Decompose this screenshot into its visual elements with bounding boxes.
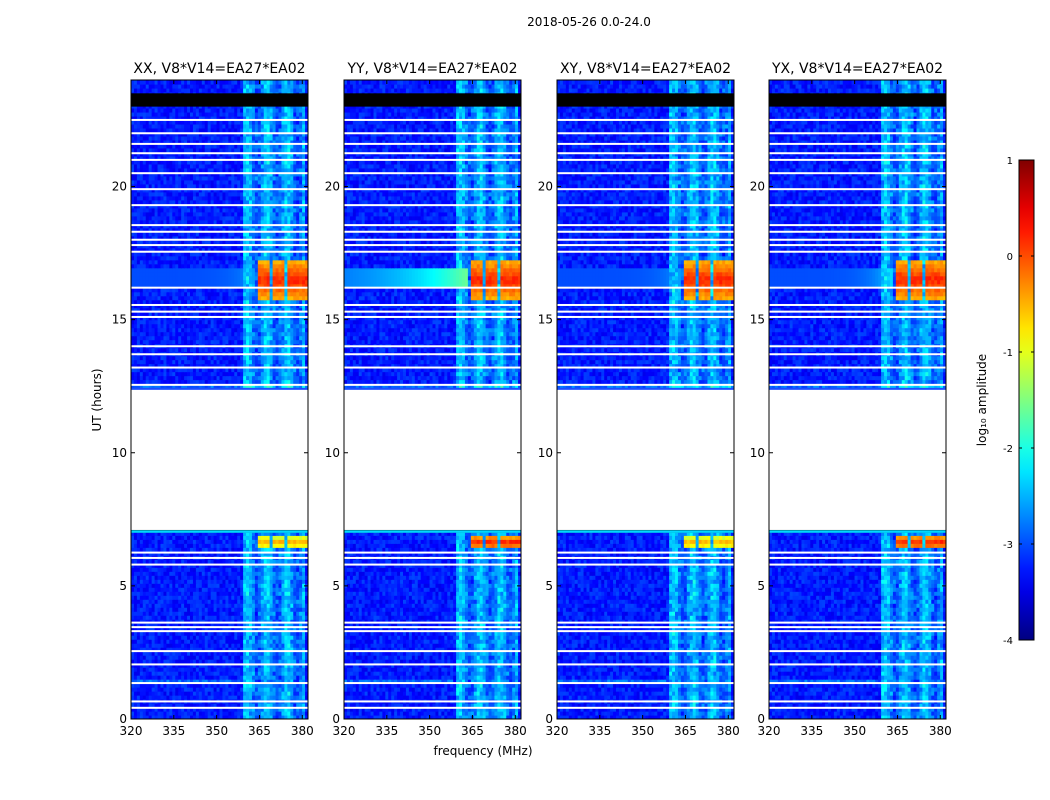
x-tick-label: 320: [546, 724, 569, 738]
x-tick-label: 350: [631, 724, 654, 738]
panel-3: XY, V8*V14=EA27*EA02 320 335 350 365 380 0 5 10 1…: [538, 61, 740, 738]
spectrogram-1: [131, 80, 308, 719]
x-tick-label: 350: [843, 724, 866, 738]
spectrogram-3: [557, 80, 734, 719]
panel-title: XX, V8*V14=EA27*EA02: [133, 61, 305, 77]
panel-title: YY, V8*V14=EA27*EA02: [346, 61, 517, 77]
colorbar-label: log₁₀ amplitude: [975, 354, 989, 446]
y-tick-label: 0: [757, 712, 765, 726]
x-tick-label: 380: [929, 724, 952, 738]
y-tick-label: 5: [757, 579, 765, 593]
spectrogram-4: [769, 80, 946, 719]
spectrogram-2: [344, 80, 521, 719]
x-tick-label: 365: [886, 724, 909, 738]
panel-4: YX, V8*V14=EA27*EA02 320 335 350 365 380 0 5 10 1…: [750, 61, 952, 738]
x-tick-label: 350: [205, 724, 228, 738]
x-tick-label: 365: [248, 724, 271, 738]
panel-2: YY, V8*V14=EA27*EA02 320 335 350 365 380 0 5 10 1…: [325, 61, 527, 738]
y-tick-label: 15: [750, 313, 765, 327]
x-tick-label: 335: [588, 724, 611, 738]
x-tick-label: 335: [800, 724, 823, 738]
y-tick-label: 10: [112, 446, 127, 460]
x-tick-label: 335: [162, 724, 185, 738]
x-tick-label: 350: [418, 724, 441, 738]
panel-frame: [768, 79, 947, 720]
y-tick-label: 20: [112, 180, 127, 194]
x-tick-label: 365: [674, 724, 697, 738]
y-tick-label: 15: [325, 313, 340, 327]
y-tick-label: 10: [538, 446, 553, 460]
y-tick-label: 20: [750, 180, 765, 194]
y-tick-label: 20: [325, 180, 340, 194]
panel-title: YX, V8*V14=EA27*EA02: [771, 61, 943, 77]
x-tick-label: 320: [333, 724, 356, 738]
x-tick-label: 380: [717, 724, 740, 738]
y-tick-label: 0: [545, 712, 553, 726]
colorbar-tick-label: -3: [1003, 540, 1013, 551]
x-axis-label: frequency (MHz): [433, 744, 532, 758]
y-tick-label: 10: [325, 446, 340, 460]
y-axis-label: UT (hours): [90, 368, 104, 431]
y-tick-label: 10: [750, 446, 765, 460]
y-tick-label: 0: [332, 712, 340, 726]
figure-suptitle: 2018-05-26 0.0-24.0: [527, 15, 651, 29]
colorbar-tick-label: -2: [1003, 444, 1013, 455]
colorbar-tick-label: -4: [1003, 636, 1013, 647]
y-tick-label: 5: [119, 579, 127, 593]
panel-title: XY, V8*V14=EA27*EA02: [560, 61, 731, 77]
x-tick-label: 335: [375, 724, 398, 738]
y-tick-label: 0: [119, 712, 127, 726]
x-tick-label: 365: [461, 724, 484, 738]
x-tick-label: 320: [120, 724, 143, 738]
y-tick-label: 15: [112, 313, 127, 327]
y-tick-label: 5: [545, 579, 553, 593]
panels: XX, V8*V14=EA27*EA02 320 335 350 365 380 0 5 10 1…: [112, 61, 952, 738]
x-tick-label: 380: [291, 724, 314, 738]
panel-frame: [556, 79, 735, 720]
colorbar-tick-label: 0: [1007, 252, 1013, 263]
x-tick-label: 380: [504, 724, 527, 738]
x-tick-label: 320: [758, 724, 781, 738]
colorbar-tick-label: 1: [1007, 156, 1013, 167]
panel-frame: [130, 79, 309, 720]
y-tick-label: 5: [332, 579, 340, 593]
colorbar-gradient: [1018, 159, 1035, 641]
y-tick-label: 20: [538, 180, 553, 194]
y-tick-label: 15: [538, 313, 553, 327]
colorbar-tick-label: -1: [1003, 348, 1013, 359]
panel-frame: [343, 79, 522, 720]
colorbar: 1 0 -1 -2 -3 -4 log₁₀ amplitude: [975, 156, 1035, 647]
panel-1: XX, V8*V14=EA27*EA02 320 335 350 365 380 0 5 10 1…: [112, 61, 314, 738]
